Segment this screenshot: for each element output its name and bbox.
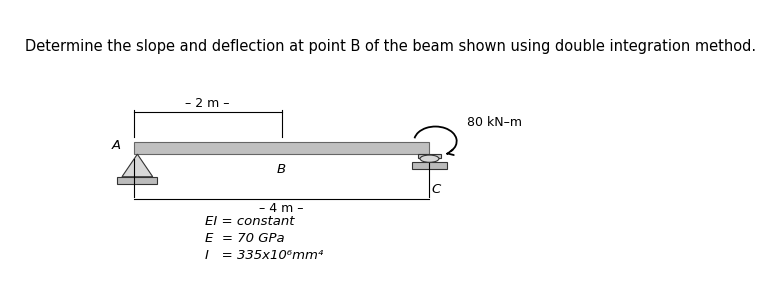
Bar: [412, 162, 447, 169]
Bar: [134, 142, 430, 154]
Text: E  = 70 GPa: E = 70 GPa: [204, 232, 285, 245]
Circle shape: [420, 155, 439, 162]
Text: 80 kN–m: 80 kN–m: [467, 116, 523, 129]
Bar: [417, 154, 441, 158]
Text: – 2 m –: – 2 m –: [185, 97, 230, 110]
Bar: [118, 177, 157, 184]
Text: EI = constant: EI = constant: [204, 215, 295, 228]
Text: I   = 335x10⁶mm⁴: I = 335x10⁶mm⁴: [204, 249, 323, 262]
Polygon shape: [122, 154, 153, 177]
Text: Determine the slope and deflection at point B of the beam shown using double int: Determine the slope and deflection at po…: [25, 39, 757, 54]
Text: B: B: [277, 163, 286, 176]
Text: – 4 m –: – 4 m –: [259, 202, 304, 214]
Text: A: A: [111, 139, 121, 152]
Text: C: C: [431, 183, 440, 197]
